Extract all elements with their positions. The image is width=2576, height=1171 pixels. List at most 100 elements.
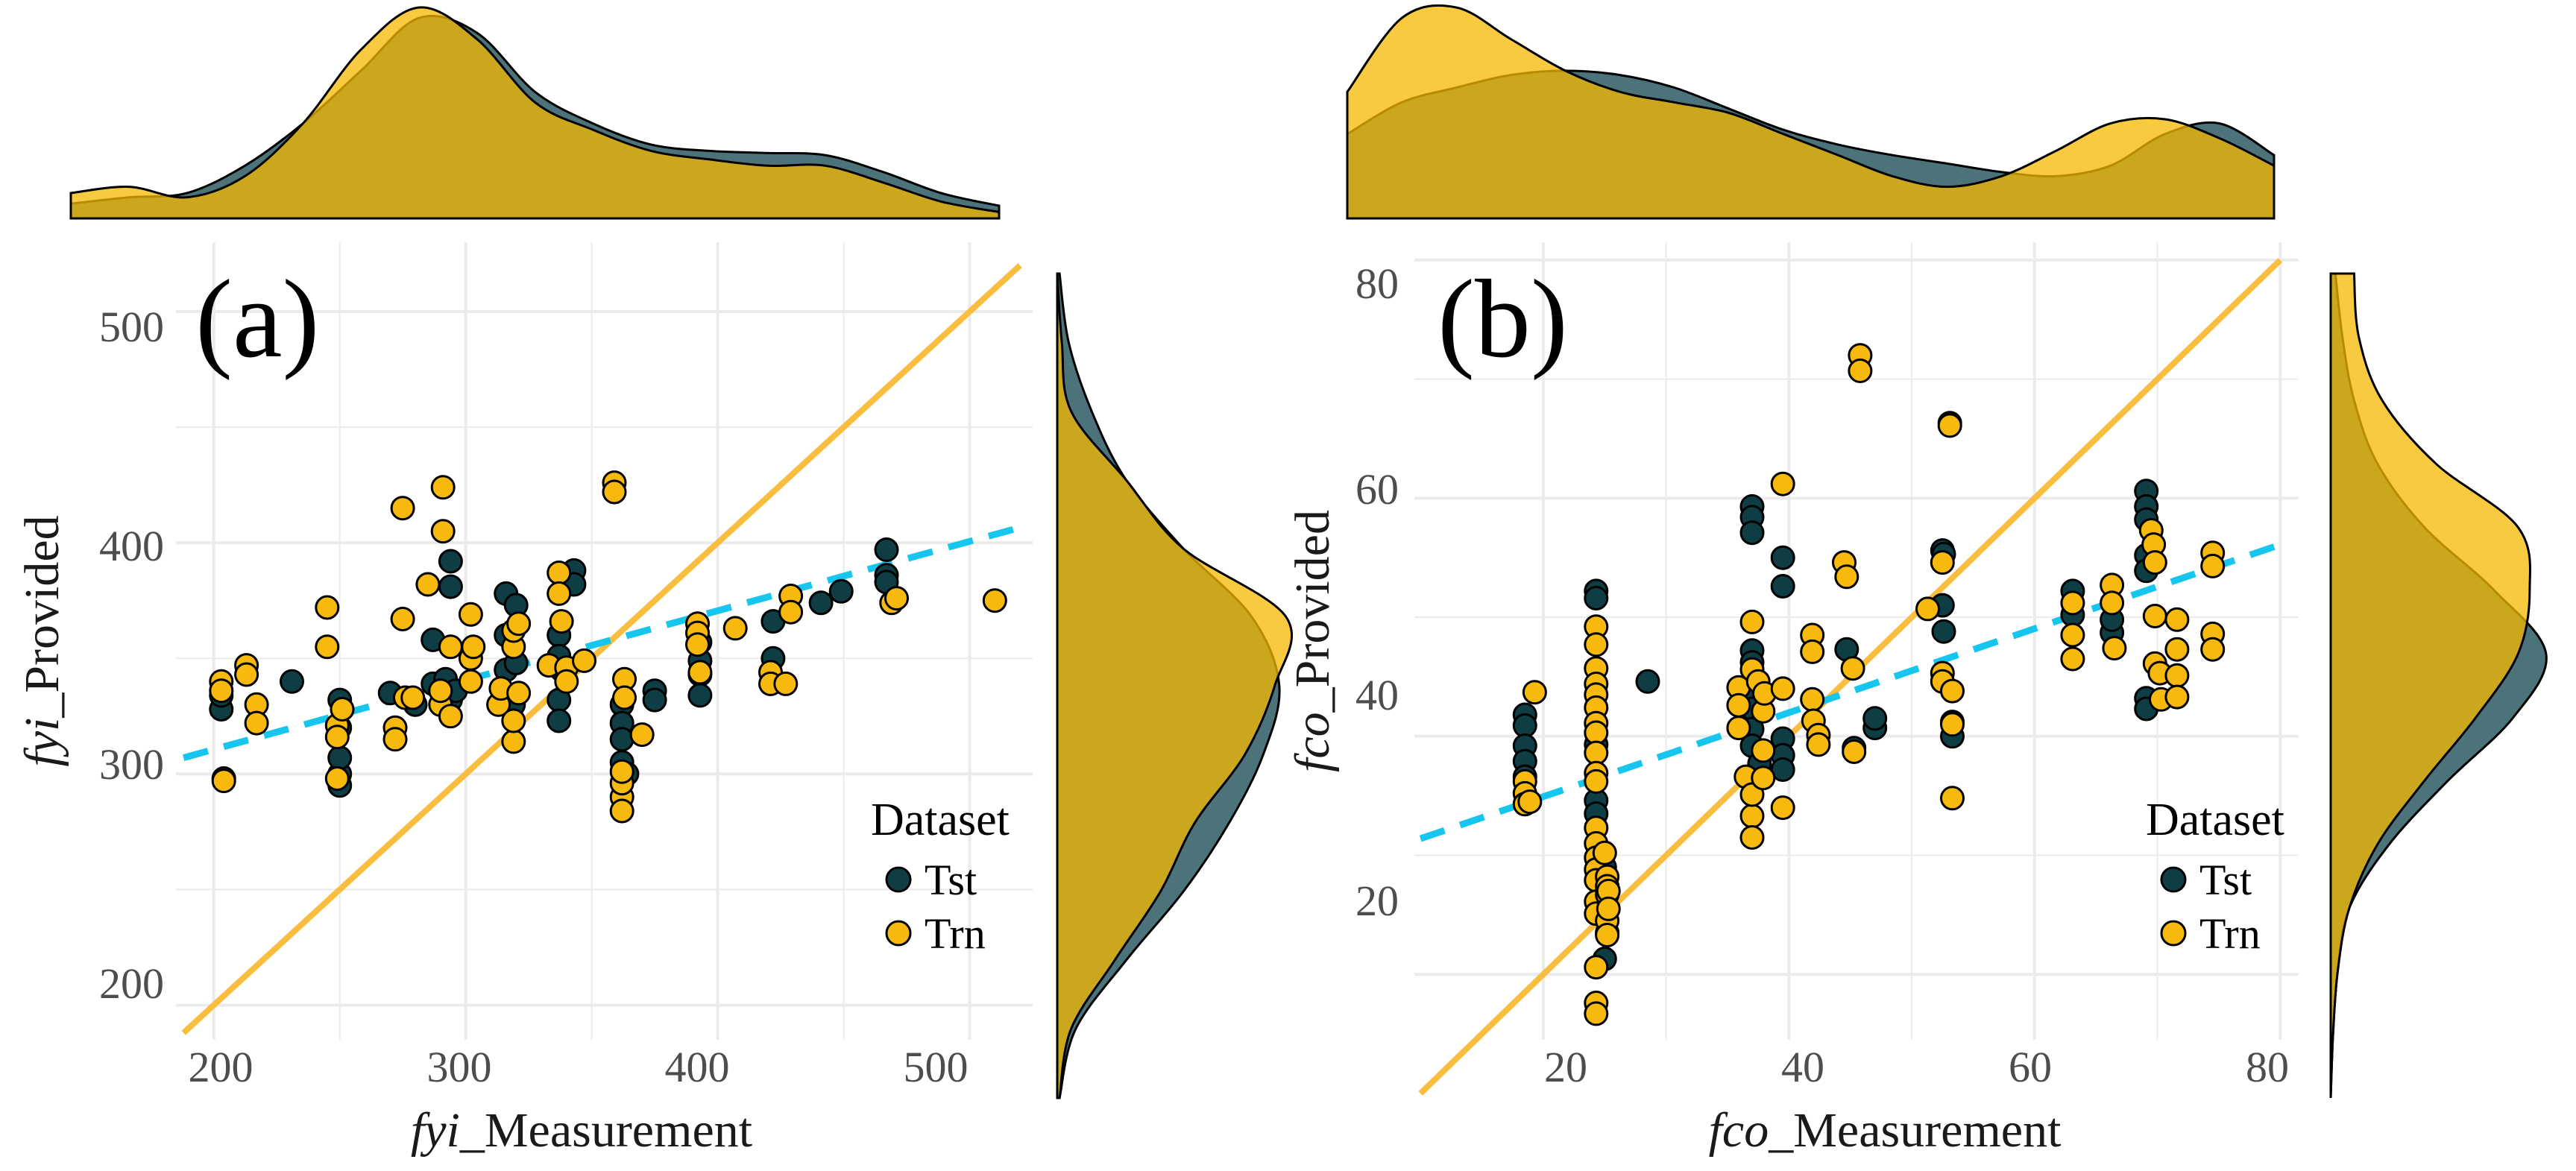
panel-a-identity-line xyxy=(181,263,1022,1035)
panel-b-x-tick-labels: 20 40 60 80 xyxy=(1544,1043,2289,1091)
data-point-trn xyxy=(1940,786,1965,811)
panel-a-legend: Dataset Tst Trn xyxy=(871,795,1010,958)
panel-b-legend-label-tst: Tst xyxy=(2199,856,2252,904)
panel-a-x-axis-title: fyi_Measurement xyxy=(411,1103,752,1158)
data-point-trn xyxy=(390,607,415,631)
data-point-trn xyxy=(1930,550,1955,575)
data-point-trn xyxy=(1739,825,1765,850)
panel-b-top-density xyxy=(1346,4,2276,220)
data-point-trn xyxy=(324,725,350,750)
data-point-trn xyxy=(2200,637,2226,662)
data-point-tst xyxy=(438,549,463,574)
data-point-trn xyxy=(390,496,415,521)
panel-b-x-tick-80: 80 xyxy=(2246,1043,2289,1091)
data-point-trn xyxy=(1848,359,1873,383)
data-point-trn xyxy=(1770,471,1795,496)
data-point-trn xyxy=(461,634,486,660)
data-point-tst xyxy=(1770,545,1795,570)
data-point-trn xyxy=(2164,637,2190,662)
data-point-trn xyxy=(609,759,634,784)
data-point-tst xyxy=(547,708,572,733)
panel-a-y-axis-title: fyi_Provided xyxy=(15,515,69,766)
panel-b-x-axis-title: fco_Measurement xyxy=(1709,1103,2062,1158)
data-point-trn xyxy=(2100,590,2125,616)
data-point-trn xyxy=(2102,636,2127,661)
data-point-trn xyxy=(2200,553,2226,578)
panel-b-x-tick-60: 60 xyxy=(2009,1043,2052,1091)
data-point-trn xyxy=(428,678,453,704)
data-point-trn xyxy=(1840,656,1865,681)
panel-b-label: (b) xyxy=(1437,257,1568,381)
panel-a-legend-key-tst xyxy=(885,866,912,893)
panel-b-legend-key-tst xyxy=(2160,866,2187,893)
data-point-tst xyxy=(828,578,854,604)
data-point-trn xyxy=(1739,609,1765,634)
data-point-trn xyxy=(415,572,441,597)
data-point-trn xyxy=(315,595,340,620)
data-point-trn xyxy=(438,634,463,660)
data-point-tst xyxy=(438,574,463,599)
panel-b-y-tick-60: 60 xyxy=(1355,465,1399,514)
panel-b-legend-title: Dataset xyxy=(2146,795,2284,845)
data-point-trn xyxy=(1517,789,1543,815)
panel-a-y-tick-labels: 200 300 400 500 xyxy=(99,303,164,1008)
data-point-trn xyxy=(458,669,483,694)
panel-a-right-density-trn xyxy=(1056,273,1294,1099)
panel-a: (a) 200 300 400 500 200 300 400 500 fyi_… xyxy=(15,6,1294,1158)
data-point-trn xyxy=(773,671,799,696)
data-point-trn xyxy=(687,660,713,685)
panel-a-legend-key-trn xyxy=(885,920,912,947)
panel-a-legend-label-trn: Trn xyxy=(925,909,986,958)
panel-a-reference-lines xyxy=(181,263,1022,1035)
data-point-trn xyxy=(2060,622,2085,648)
data-point-tst xyxy=(642,687,667,713)
data-point-trn xyxy=(554,669,579,694)
data-point-tst xyxy=(1739,520,1765,546)
data-point-tst xyxy=(609,727,634,752)
panel-a-x-tick-300: 300 xyxy=(427,1043,492,1091)
panel-a-x-tick-200: 200 xyxy=(189,1043,253,1091)
panel-b-legend-key-trn xyxy=(2160,920,2187,947)
data-point-trn xyxy=(1596,896,1621,921)
panel-b-y-tick-20: 20 xyxy=(1355,877,1399,925)
data-point-trn xyxy=(1592,840,1617,865)
data-point-trn xyxy=(1800,639,1825,664)
panel-a-y-tick-500: 500 xyxy=(99,303,164,351)
data-point-tst xyxy=(687,683,713,708)
data-point-trn xyxy=(2164,663,2190,688)
data-point-trn xyxy=(438,704,463,729)
data-point-trn xyxy=(400,685,426,710)
panel-a-x-tick-400: 400 xyxy=(665,1043,730,1091)
data-point-trn xyxy=(315,634,340,660)
data-point-trn xyxy=(324,766,350,791)
data-point-trn xyxy=(722,616,748,641)
data-point-trn xyxy=(685,632,710,657)
panel-a-y-tick-400: 400 xyxy=(99,522,164,570)
data-point-trn xyxy=(609,798,634,824)
panel-a-y-tick-300: 300 xyxy=(99,740,164,789)
data-point-tst xyxy=(1635,669,1660,694)
data-point-trn xyxy=(982,588,1007,613)
data-point-trn xyxy=(602,479,627,505)
panel-a-grid xyxy=(176,242,1033,1040)
panel-b-legend-label-trn: Trn xyxy=(2199,909,2261,958)
data-point-trn xyxy=(2164,607,2190,632)
data-point-trn xyxy=(547,561,572,585)
panel-b-legend: Dataset Tst Trn xyxy=(2146,795,2284,958)
data-point-tst xyxy=(1862,706,1888,731)
panel-b: (b) 20 40 60 80 20 40 60 80 fco_Measurem… xyxy=(1285,4,2548,1158)
panel-b-top-density-trn xyxy=(1346,4,2276,220)
panel-a-x-tick-labels: 200 300 400 500 xyxy=(189,1043,969,1091)
panel-a-label: (a) xyxy=(195,257,319,381)
data-point-tst xyxy=(280,669,304,694)
data-point-trn xyxy=(1726,716,1751,741)
data-point-trn xyxy=(612,685,637,710)
data-point-trn xyxy=(2142,604,2167,628)
data-point-trn xyxy=(1751,766,1776,791)
data-point-trn xyxy=(549,609,574,634)
panel-b-right-density-trn xyxy=(2329,272,2531,1099)
data-point-trn xyxy=(1595,923,1620,947)
data-point-tst xyxy=(874,537,899,562)
data-point-trn xyxy=(506,681,532,706)
data-point-trn xyxy=(2142,550,2167,575)
